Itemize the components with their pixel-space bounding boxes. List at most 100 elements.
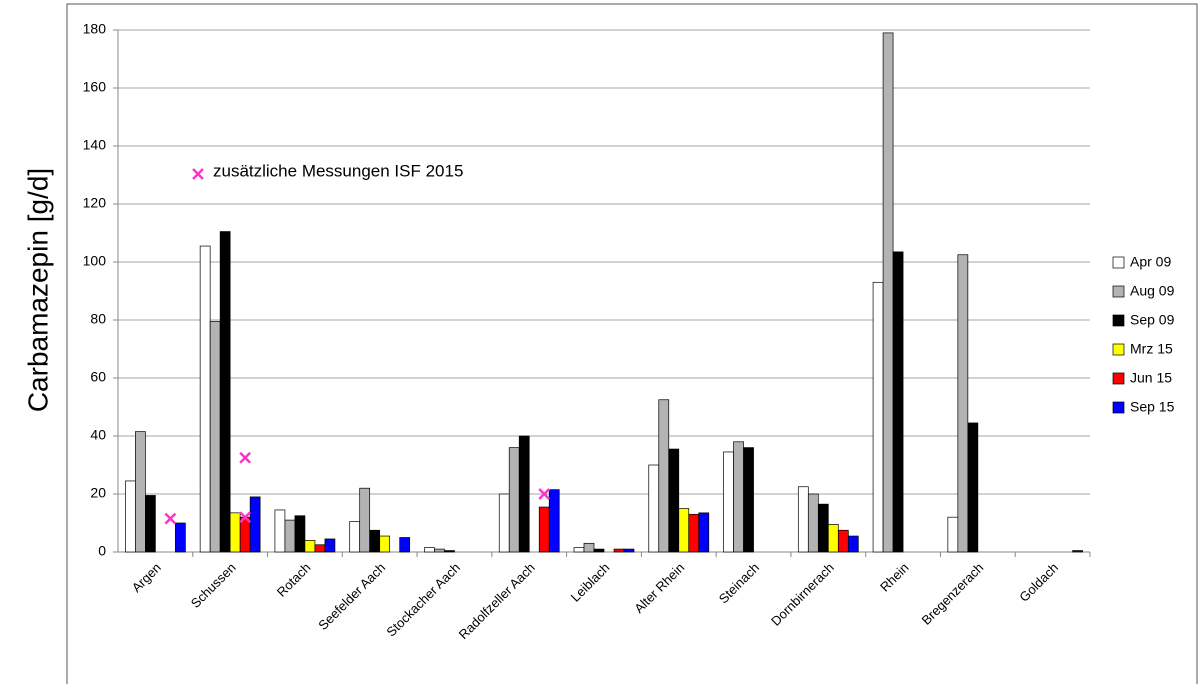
bar (573, 547, 585, 553)
bar (274, 509, 286, 553)
x-tick-label: Leiblach (568, 560, 613, 605)
x-tick-label: Rhein (877, 560, 912, 595)
bar (957, 254, 969, 553)
annotation: zusätzliche Messungen ISF 2015 (213, 161, 463, 180)
bar (284, 519, 296, 553)
legend-label: Sep 15 (1130, 399, 1175, 415)
y-tick-label: 20 (90, 485, 106, 501)
bar (613, 548, 625, 553)
y-tick-label: 160 (83, 79, 107, 95)
bar (145, 495, 156, 553)
bar (548, 489, 560, 553)
bar (797, 486, 809, 553)
bar (827, 524, 839, 553)
bar (698, 512, 710, 553)
x-tick-label: Schussen (188, 560, 239, 611)
bar (424, 547, 435, 553)
x-tick-label: Alter Rhein (631, 560, 687, 616)
y-tick-label: 0 (98, 543, 106, 559)
bar (872, 281, 884, 553)
x-tick-label: Goldach (1016, 560, 1061, 605)
bar (688, 513, 700, 553)
bar (837, 529, 849, 553)
y-tick-label: 180 (83, 21, 107, 37)
bar (723, 451, 734, 553)
bar (304, 540, 316, 553)
bar (518, 435, 530, 553)
bar (135, 431, 146, 553)
legend-label: Jun 15 (1130, 370, 1172, 386)
annotation-marker (192, 168, 204, 180)
bar (379, 535, 391, 553)
legend-label: Mrz 15 (1130, 341, 1173, 357)
y-tick-label: 80 (90, 311, 106, 327)
bar (399, 537, 411, 553)
bar (623, 548, 635, 553)
legend-swatch (1112, 343, 1125, 356)
legend-label: Sep 09 (1130, 312, 1175, 328)
marker-stroke (239, 451, 252, 464)
x-tick-label: Stockacher Aach (383, 560, 463, 640)
legend-swatch (1112, 256, 1125, 269)
x-tick-label: Argen (129, 560, 164, 595)
extra-marker (164, 512, 177, 525)
bar (678, 508, 690, 553)
marker-stroke (538, 488, 551, 500)
y-tick-label: 120 (83, 195, 107, 211)
bar (847, 535, 859, 553)
bar (947, 516, 959, 553)
bar (882, 32, 894, 553)
y-tick-label: 60 (90, 369, 106, 385)
bar (444, 550, 455, 553)
bar (324, 538, 336, 553)
bar (583, 542, 595, 553)
bar (314, 544, 326, 553)
bar (175, 522, 186, 553)
x-tick-label: Rotach (274, 560, 314, 600)
bar (892, 251, 904, 553)
bar (219, 231, 231, 553)
bar (668, 448, 680, 553)
x-tick-label: Dornbirnerach (768, 560, 837, 629)
y-tick-label: 140 (83, 137, 107, 153)
bar (359, 487, 371, 553)
bar (209, 321, 221, 553)
legend-swatch (1112, 372, 1125, 385)
bar (294, 515, 306, 553)
chart-frame (66, 3, 1198, 684)
legend-swatch (1112, 285, 1125, 298)
extra-marker (239, 451, 252, 464)
bar (743, 447, 754, 553)
bar (1072, 550, 1083, 553)
bar (538, 506, 550, 553)
marker-stroke (164, 512, 177, 525)
x-tick-label: Bregenzerach (919, 560, 987, 628)
x-tick-label: Steinach (716, 560, 762, 606)
bar (249, 496, 261, 553)
bar (498, 493, 510, 553)
y-tick-label: 100 (83, 253, 107, 269)
bar (593, 548, 605, 553)
x-tick-label: Radolfzeller Aach (456, 560, 538, 642)
bar (658, 399, 670, 553)
bar (967, 422, 979, 553)
bar (817, 503, 829, 553)
marker-stroke (192, 168, 204, 180)
legend-swatch (1112, 314, 1125, 327)
bar (229, 512, 241, 553)
legend-swatch (1112, 401, 1125, 414)
marker-stroke (239, 511, 252, 524)
legend-label: Apr 09 (1130, 254, 1171, 270)
bar (733, 441, 744, 553)
bar (125, 480, 136, 553)
bar (508, 447, 520, 553)
bar (199, 245, 211, 553)
extra-marker (538, 488, 551, 500)
extra-marker (239, 511, 252, 524)
bar (349, 521, 361, 553)
legend-label: Aug 09 (1130, 283, 1175, 299)
y-axis-title: Carbamazepin [g/d] (22, 168, 53, 412)
bar (807, 493, 819, 553)
bar (369, 529, 381, 553)
